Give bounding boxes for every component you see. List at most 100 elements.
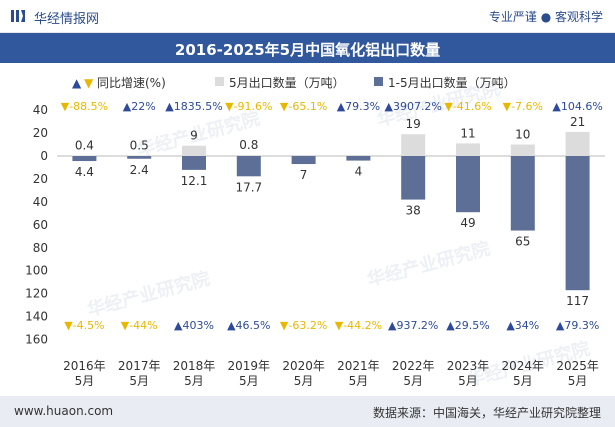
cumulative-value-label: 4	[355, 165, 363, 179]
cumulative-growth-label: ▲937.2%	[388, 319, 438, 332]
cumulative-bar	[72, 156, 97, 162]
cumulative-growth-label: ▼-63.2%	[280, 319, 327, 332]
month-growth-label: ▼-65.1%	[280, 100, 327, 113]
cumulative-value-label: 7	[300, 168, 308, 182]
month-value-label: 11	[460, 126, 475, 140]
cumulative-growth-label: ▲403%	[174, 319, 214, 332]
cumulative-growth-label: ▼-44%	[121, 319, 158, 332]
cumulative-bar	[510, 156, 535, 231]
x-category-label: 2020年	[282, 359, 325, 373]
month-growth-label: ▲3907.2%	[384, 100, 441, 113]
cumulative-bar	[456, 156, 480, 213]
cumulative-value-label: 17.7	[235, 180, 262, 194]
x-category-label: 5月	[458, 374, 478, 388]
y-tick-label: 20	[33, 126, 48, 140]
cumulative-value-label: 117	[566, 294, 589, 308]
x-category-label: 5月	[568, 374, 588, 388]
y-tick-label: 60	[33, 218, 48, 232]
x-category-label: 2019年	[228, 359, 271, 373]
month-growth-label: ▼-88.5%	[61, 100, 108, 113]
x-category-label: 5月	[184, 374, 204, 388]
legend-cumulative-label: 1-5月出口数量（万吨）	[388, 75, 516, 90]
x-category-label: 2021年	[337, 359, 380, 373]
brand-logo-icon	[11, 10, 25, 22]
brand-name: 华经情报网	[34, 12, 100, 27]
month-growth-label: ▼-91.6%	[225, 100, 272, 113]
y-tick-label: 100	[25, 264, 48, 278]
cumulative-value-label: 2.4	[130, 163, 149, 177]
month-bar	[182, 145, 206, 156]
x-category-label: 5月	[294, 374, 314, 388]
month-value-label: 0.8	[239, 138, 258, 152]
x-category-label: 2017年	[118, 359, 161, 373]
chart-title: 2016-2025年5月中国氧化铝出口数量	[174, 41, 441, 59]
y-tick-label: 120	[25, 287, 48, 301]
legend-growth-label: 同比增速(%)	[97, 76, 166, 90]
y-tick-label: 20	[33, 172, 48, 186]
cumulative-bar	[291, 156, 316, 165]
cumulative-growth-label: ▼-44.2%	[335, 319, 382, 332]
cumulative-growth-label: ▲79.3%	[556, 319, 599, 332]
month-value-label: 0.4	[75, 139, 94, 153]
x-category-label: 2016年	[63, 359, 106, 373]
x-category-label: 5月	[513, 374, 533, 388]
cumulative-value-label: 38	[406, 204, 421, 218]
cumulative-bar	[346, 156, 371, 161]
x-category-label: 5月	[403, 374, 423, 388]
legend-month-swatch	[215, 77, 224, 86]
x-category-label: 5月	[75, 374, 95, 388]
month-value-label: 9	[190, 129, 198, 143]
legend-growth-down-icon: ▼	[84, 76, 94, 90]
legend-month-label: 5月出口数量（万吨）	[229, 75, 345, 90]
cumulative-value-label: 12.1	[181, 174, 208, 188]
month-bar	[401, 134, 426, 156]
legend-growth-up-icon: ▲	[72, 76, 82, 90]
cumulative-growth-label: ▼-4.5%	[64, 319, 104, 332]
month-bar	[127, 155, 152, 156]
month-growth-label: ▼-7.6%	[503, 100, 543, 113]
x-category-label: 5月	[129, 374, 149, 388]
x-category-label: 5月	[239, 374, 259, 388]
month-growth-label: ▲22%	[123, 100, 156, 113]
legend-cumulative-swatch	[374, 77, 383, 86]
cumulative-value-label: 4.4	[75, 165, 94, 179]
footer-source: 数据来源：中国海关，华经产业研究院整理	[372, 406, 601, 420]
watermark-text: 华经产业研究院	[85, 267, 212, 321]
x-category-label: 2024年	[502, 359, 545, 373]
month-value-label: 19	[406, 117, 421, 131]
cumulative-bar	[236, 156, 261, 177]
y-tick-label: 40	[33, 195, 48, 209]
month-value-label: 0.5	[130, 138, 149, 152]
x-category-label: 5月	[349, 374, 369, 388]
cumulative-bar	[565, 156, 590, 291]
month-growth-label: ▲79.3%	[337, 100, 380, 113]
footer-website: www.huaon.com	[14, 404, 114, 418]
watermark-text: 华经产业研究院	[365, 237, 492, 291]
month-bar	[565, 131, 590, 156]
y-tick-label: 140	[25, 310, 48, 324]
month-bar	[236, 155, 261, 156]
cumulative-value-label: 65	[515, 235, 530, 249]
footer-bar: www.huaon.com 数据来源：中国海关，华经产业研究院整理	[0, 396, 615, 427]
y-tick-label: 160	[25, 333, 48, 347]
month-value-label: 21	[570, 115, 585, 129]
x-category-label: 2018年	[173, 359, 216, 373]
y-tick-label: 80	[33, 241, 48, 255]
month-bar	[510, 144, 535, 156]
tagline: 专业严谨 ● 客观科学	[488, 10, 603, 24]
cumulative-growth-label: ▲34%	[506, 319, 539, 332]
cumulative-value-label: 49	[460, 216, 475, 230]
y-tick-label: 0	[40, 149, 48, 163]
x-category-label: 2025年	[556, 359, 599, 373]
x-category-label: 2023年	[447, 359, 490, 373]
cumulative-growth-label: ▲29.5%	[446, 319, 489, 332]
month-growth-label: ▼-41.6%	[444, 100, 491, 113]
month-value-label: 10	[515, 128, 530, 142]
month-growth-label: ▲1835.5%	[165, 100, 222, 113]
cumulative-bar	[127, 156, 152, 159]
cumulative-growth-label: ▲46.5%	[227, 319, 270, 332]
y-tick-label: 40	[33, 103, 48, 117]
top-bar: 华经情报网 专业严谨 ● 客观科学	[0, 0, 615, 33]
